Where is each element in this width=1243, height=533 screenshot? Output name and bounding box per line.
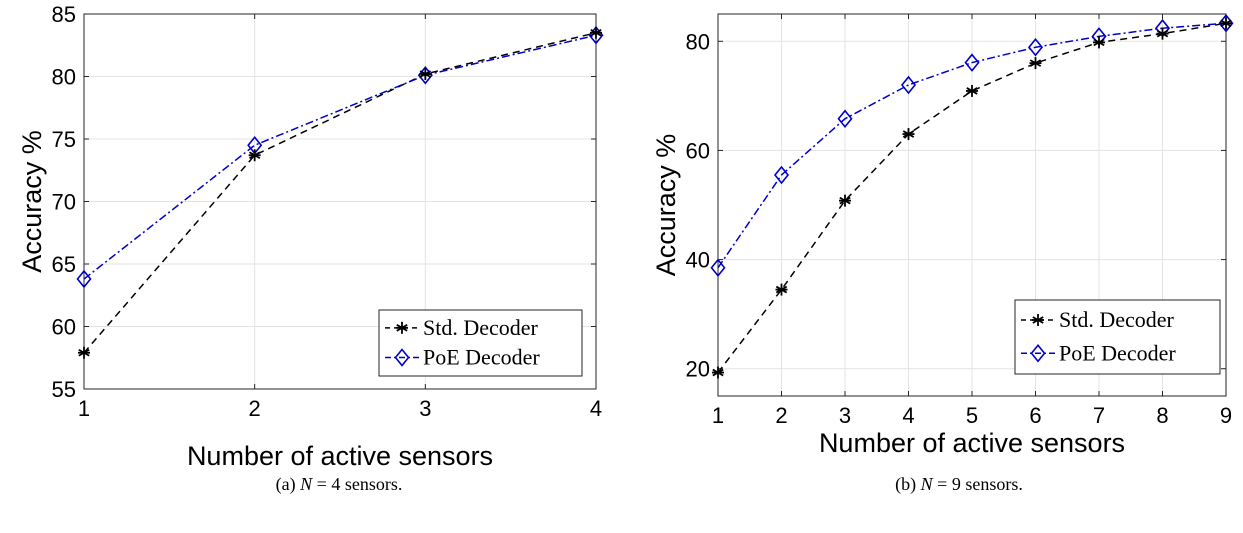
data-point-std-decoder [1220, 17, 1232, 30]
y-axis-title: Accuracy % [17, 130, 47, 273]
legend-label: Std. Decoder [423, 315, 539, 340]
data-point-poe-decoder [76, 269, 92, 289]
chart-1: 1 2 3 4 55 60 65 70 75 80 85 Number of active senso… [17, 2, 604, 495]
legend-label: PoE Decoder [423, 345, 540, 370]
x-tick-label: 4 [902, 403, 914, 428]
x-tick-label: 4 [590, 396, 602, 421]
x-tick-label: 3 [419, 396, 431, 421]
data-point-poe-decoder [417, 65, 433, 85]
x-tick-label: 2 [249, 396, 261, 421]
legend-marker [394, 348, 410, 367]
legend-label: PoE Decoder [1059, 340, 1176, 365]
series-line-std-decoder [83, 32, 597, 354]
y-tick-label: 60 [52, 315, 76, 340]
x-tick-label: 8 [1156, 403, 1168, 428]
y-tick-label: 80 [52, 65, 76, 90]
data-point-std-decoder [1029, 57, 1042, 70]
y-tick-label: 40 [686, 248, 710, 273]
figure-caption: (a) N = 4 sensors. [276, 474, 403, 495]
x-tick-label: 7 [1093, 403, 1105, 428]
data-point-std-decoder [775, 283, 788, 296]
y-tick-label: 85 [52, 2, 76, 27]
data-point-std-decoder [78, 346, 90, 359]
legend-marker [1030, 344, 1046, 363]
legend-marker [1032, 313, 1044, 326]
data-point-std-decoder [419, 68, 432, 80]
legend-label: Std. Decoder [1059, 307, 1175, 332]
x-tick-label: 9 [1220, 403, 1232, 428]
data-point-std-decoder [902, 128, 915, 141]
x-tick-label: 1 [78, 396, 90, 421]
y-axis-title: Accuracy % [651, 134, 681, 277]
legend-marker [396, 321, 408, 334]
y-tick-label: 65 [52, 252, 76, 277]
x-tick-label: 6 [1029, 403, 1041, 428]
data-point-std-decoder [590, 26, 602, 39]
data-point-poe-decoder [710, 258, 726, 278]
x-tick-label: 5 [966, 403, 978, 428]
data-point-poe-decoder [837, 109, 853, 129]
data-point-std-decoder [839, 194, 851, 207]
legend: Std. Decoder PoE Decoder [1014, 299, 1221, 375]
y-tick-label: 20 [686, 357, 710, 382]
y-tick-label: 75 [52, 127, 76, 152]
data-point-std-decoder [966, 84, 978, 97]
y-tick-label: 55 [52, 377, 76, 402]
series-line-poe-decoder [83, 34, 597, 280]
data-point-std-decoder [1093, 36, 1105, 49]
x-tick-label: 3 [839, 403, 851, 428]
x-tick-label: 2 [775, 403, 787, 428]
y-tick-label: 80 [686, 29, 710, 54]
figure-caption: (b) N = 9 sensors. [895, 474, 1023, 495]
data-point-poe-decoder [1027, 38, 1044, 57]
x-axis-title: Number of active sensors [187, 441, 493, 471]
data-point-std-decoder [712, 366, 724, 379]
data-point-std-decoder [1156, 27, 1169, 40]
legend: Std. Decoder PoE Decoder [378, 309, 583, 377]
chart-2: 1 2 3 4 5 6 7 8 9 20 40 60 80 Number of active sensor… [651, 13, 1234, 495]
x-axis-title: Number of active sensors [819, 428, 1125, 458]
data-point-poe-decoder [900, 75, 917, 95]
y-tick-label: 70 [52, 190, 76, 215]
x-tick-label: 1 [712, 403, 724, 428]
data-point-poe-decoder [964, 53, 980, 72]
data-point-std-decoder [248, 149, 261, 162]
series-line-poe-decoder [717, 22, 1227, 269]
data-point-poe-decoder [773, 165, 790, 185]
y-tick-label: 60 [686, 138, 710, 163]
